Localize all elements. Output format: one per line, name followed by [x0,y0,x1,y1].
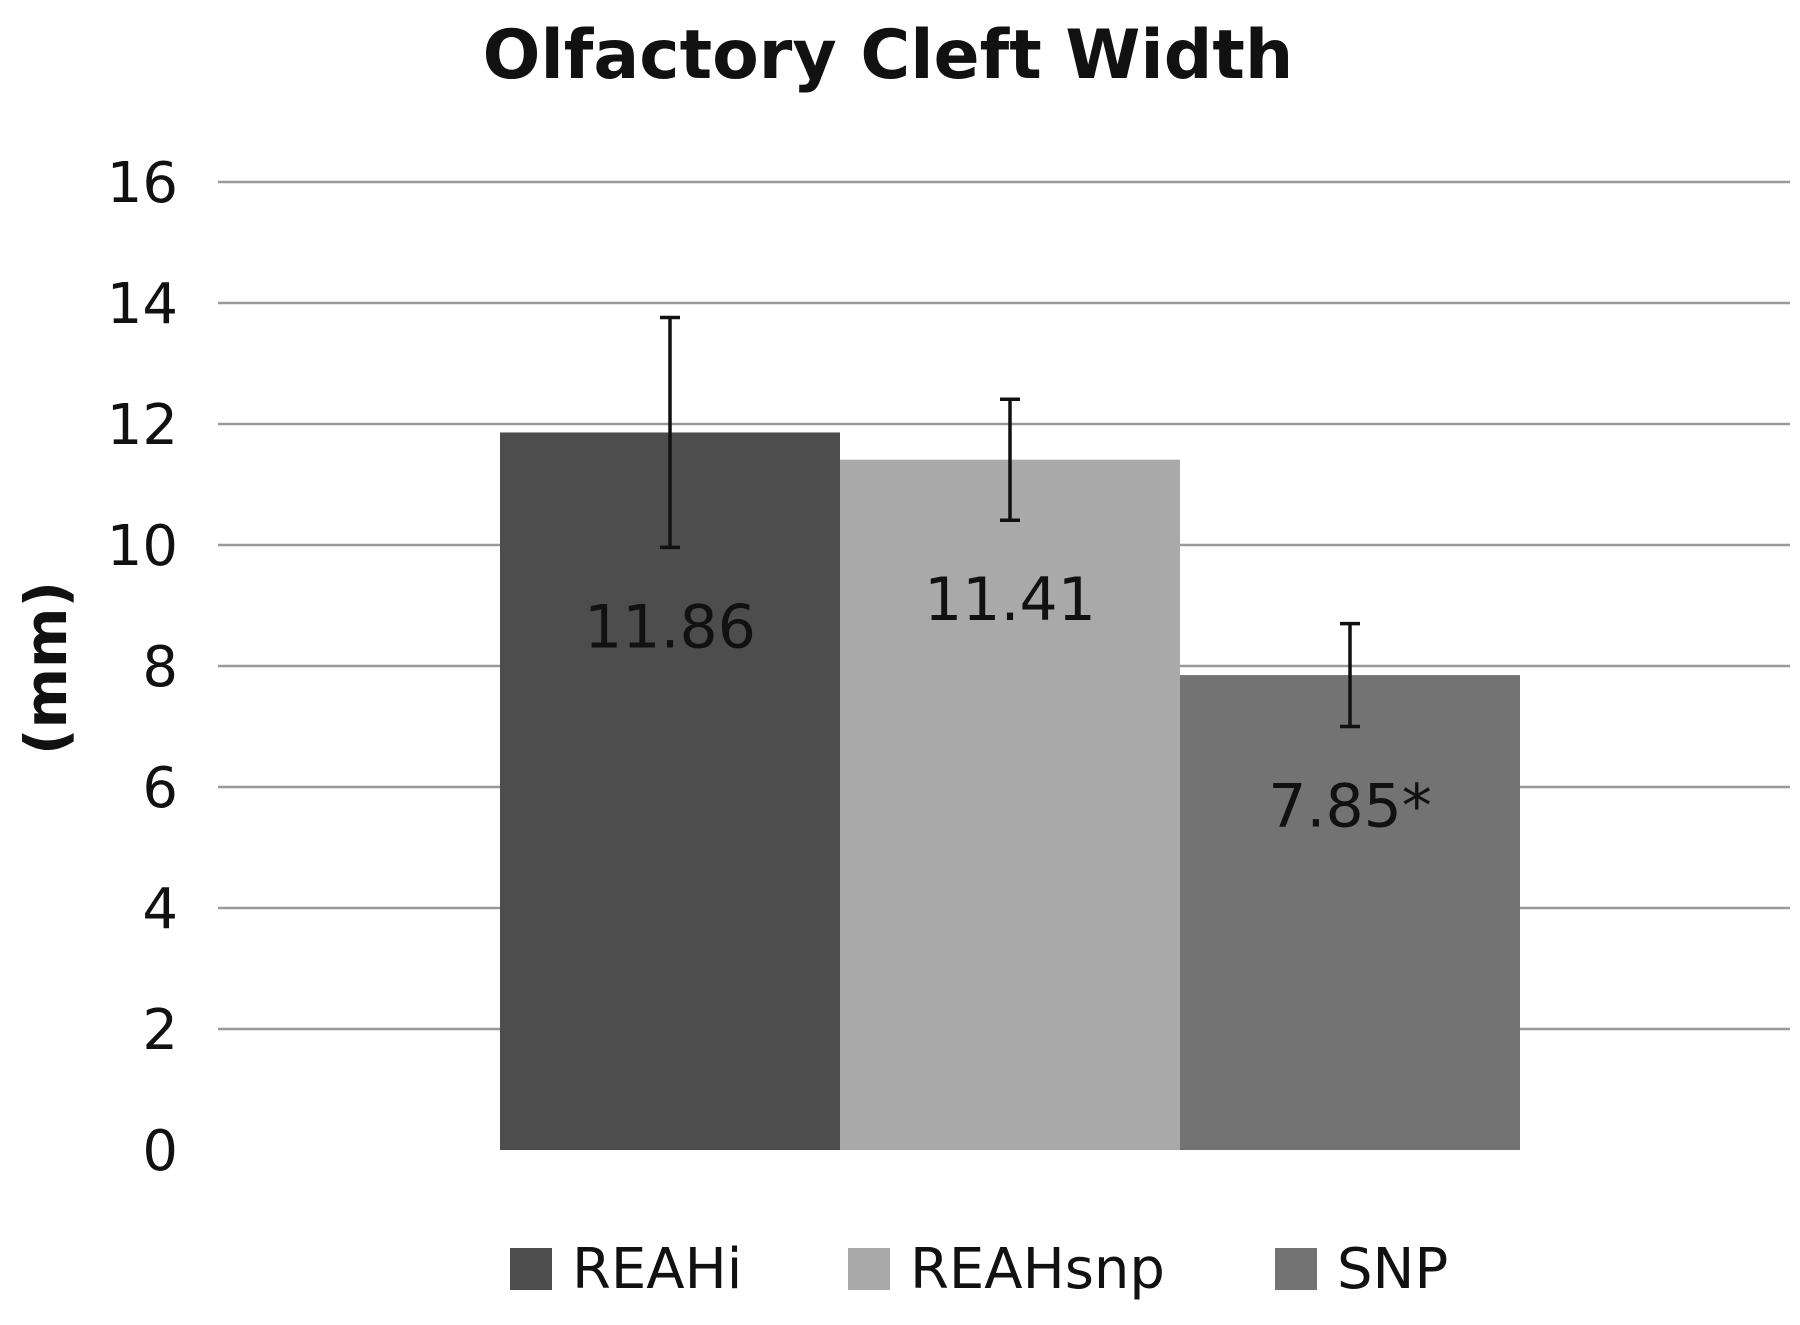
y-tick-label-4: 4 [142,877,178,942]
data-label-snp: 7.85* [1268,772,1432,842]
bar-snp [1180,675,1520,1150]
bar-reahi [500,432,840,1151]
data-label-reahsnp: 11.41 [924,565,1096,635]
legend-swatch-reahi [510,1248,552,1290]
legend-label-reahsnp: REAHsnp [910,1237,1165,1302]
y-tick-label-0: 0 [142,1119,178,1184]
error-bar-snp [1340,621,1360,729]
legend: REAHi REAHsnp SNP [510,1237,1448,1302]
y-tick-label-6: 6 [142,756,178,821]
y-tick-label-8: 8 [142,635,178,700]
legend-label-snp: SNP [1337,1237,1448,1302]
y-tick-label-2: 2 [142,998,178,1063]
y-tick-label-10: 10 [107,514,178,579]
y-tick-label-16: 16 [107,151,178,216]
legend-item-snp: SNP [1275,1237,1448,1302]
y-tick-label-12: 12 [107,393,178,458]
legend-item-reahi: REAHi [510,1237,742,1302]
y-axis-ticks: 0 2 4 6 8 10 12 14 16 [107,151,178,1184]
error-bar-reahi [660,315,680,550]
y-axis-label: (mm) [12,581,80,755]
legend-item-reahsnp: REAHsnp [848,1237,1165,1302]
bar-reahsnp [840,459,1180,1150]
legend-swatch-reahsnp [848,1248,890,1290]
data-labels: 11.86 11.41 7.85* [584,565,1432,841]
chart-title: Olfactory Cleft Width [483,16,1294,95]
error-bar-reahsnp [1000,397,1020,522]
legend-swatch-snp [1275,1248,1317,1290]
bars [500,315,1520,1151]
y-tick-label-14: 14 [107,272,178,337]
data-label-reahi: 11.86 [584,592,756,662]
legend-label-reahi: REAHi [572,1237,742,1302]
